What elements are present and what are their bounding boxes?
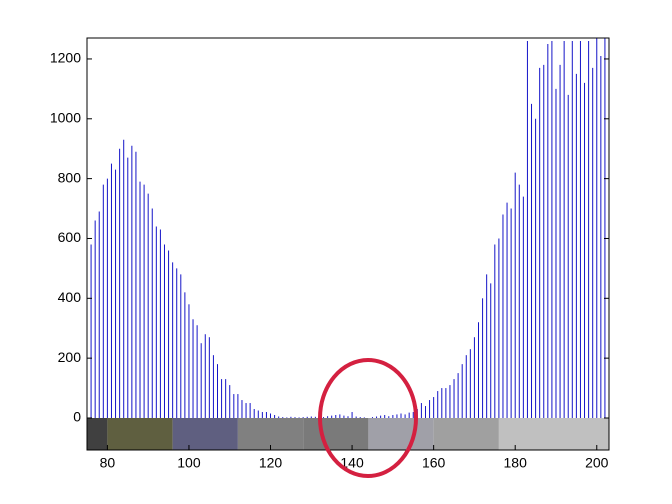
colorbar-segment [87,418,108,450]
colorbar-segment [368,418,434,450]
x-tick-label: 200 [585,455,609,471]
colorbar-segment [172,418,238,450]
x-tick-label: 80 [100,455,116,471]
y-tick-label: 1200 [50,50,81,66]
colorbar-segment [498,418,609,450]
y-tick-label: 400 [58,289,82,305]
x-tick-label: 160 [422,455,446,471]
y-tick-label: 1000 [50,109,81,125]
colorbar-segment [303,418,369,450]
axes-box [86,37,610,451]
y-tick-label: 200 [58,349,82,365]
colorbar-segment [107,418,173,450]
y-tick-label: 0 [73,409,81,425]
highlight-circle [318,358,418,478]
plot-area [87,38,609,450]
x-tick-label: 100 [177,455,201,471]
colorbar-segment [433,418,499,450]
y-tick-label: 800 [58,169,82,185]
x-tick-label: 120 [259,455,283,471]
x-tick-label: 140 [340,455,364,471]
y-tick-label: 600 [58,229,82,245]
colorbar-segment [237,418,304,450]
x-tick-label: 180 [504,455,528,471]
